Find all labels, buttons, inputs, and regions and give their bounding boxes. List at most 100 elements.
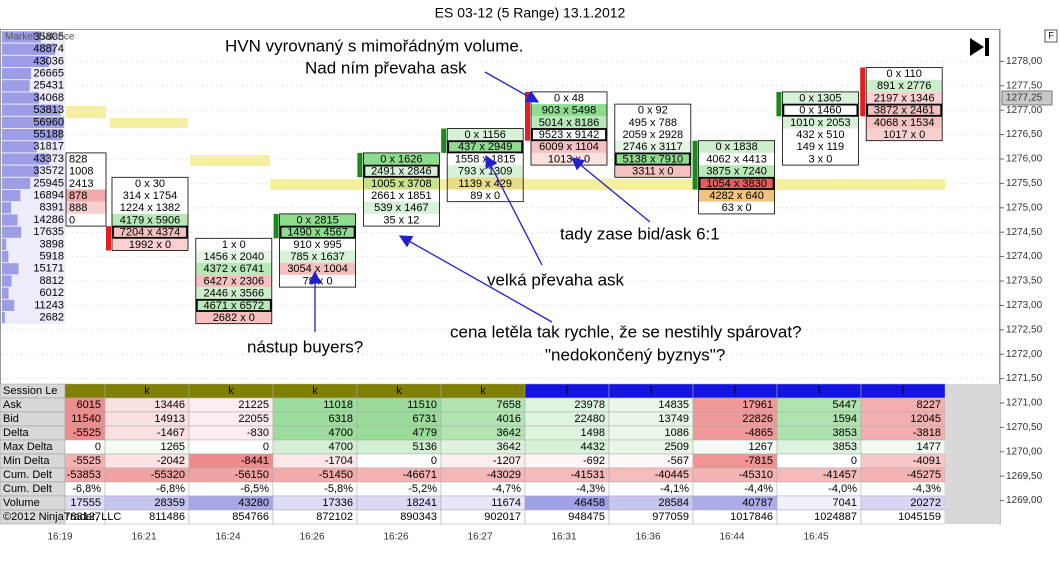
footprint-cell <box>614 116 691 129</box>
footprint-cell-text: 314 x 1754 <box>123 190 177 202</box>
annotation: "nedokončený byznys"? <box>545 345 725 364</box>
footprint-cell-text: 4179 x 5906 <box>120 214 181 226</box>
footprint-box <box>363 164 440 178</box>
annotation: nástup buyers? <box>247 337 363 356</box>
footprint-cell <box>195 238 272 251</box>
table-cell-text: -56150 <box>235 469 269 481</box>
footprint-cell <box>195 287 272 300</box>
table-cell-text: 890343 <box>400 511 437 523</box>
footprint-cell <box>866 67 943 80</box>
profile-bar <box>2 104 61 116</box>
footprint-cell-text: 793 x 1309 <box>458 166 512 178</box>
footprint-cell <box>66 189 106 202</box>
table-row-label: Cum. Delt <box>3 469 52 481</box>
profile-label: 3898 <box>40 238 64 250</box>
footprint-cell <box>698 177 775 190</box>
table-cell-text: 11674 <box>491 497 521 509</box>
time-label: 16:24 <box>215 532 240 543</box>
table-cell-text: l <box>650 385 652 397</box>
profile-label: 14286 <box>33 214 64 226</box>
play-icon[interactable] <box>970 38 989 56</box>
table-cell-text: -45275 <box>907 469 941 481</box>
table-cell-text: 22480 <box>574 413 605 425</box>
axis-tick-label: 1269,50 <box>1006 471 1043 482</box>
profile-label: 55188 <box>33 129 64 141</box>
axis-tick-label: 1278,00 <box>1006 56 1043 67</box>
table-cell-text: 17336 <box>322 497 353 509</box>
table-cell-text: 14913 <box>154 413 185 425</box>
profile-bar <box>2 263 19 275</box>
footprint-cell-text: 1013 x 0 <box>548 153 590 165</box>
footprint-cell-text: 1456 x 2040 <box>204 251 265 263</box>
table-cell-text: 3642 <box>497 441 521 453</box>
footprint-cell <box>363 189 440 202</box>
table-cell-text: -55320 <box>151 469 185 481</box>
table-cell <box>64 383 106 399</box>
profile-label: 25945 <box>33 177 64 189</box>
table-cell-text: -1207 <box>493 455 521 467</box>
footprint-cell <box>66 177 106 190</box>
profile-bg <box>1 30 65 324</box>
profile-label: 43036 <box>33 55 64 67</box>
axis-tick-label: 1272,50 <box>1006 324 1043 335</box>
footprint-cell-text: 5014 x 8186 <box>539 117 600 129</box>
table-cell-text: 2509 <box>665 441 689 453</box>
table-cell-text: -4,3% <box>576 483 605 495</box>
table-cell-text: 7658 <box>497 399 521 411</box>
footprint-cell-text: 79 x 0 <box>303 275 333 287</box>
table-cell-text: -41457 <box>823 469 857 481</box>
footprint-cell-text: 891 x 2776 <box>877 80 931 92</box>
footprint-box <box>698 176 775 190</box>
footprint-marker <box>525 91 530 141</box>
footprint-cell <box>866 116 943 129</box>
axis-tick-label: 1274,50 <box>1006 227 1043 238</box>
footprint-cell <box>112 201 188 214</box>
profile-label: 26665 <box>33 68 64 80</box>
profile-bar <box>2 92 40 104</box>
footprint-border <box>698 140 775 215</box>
footprint-cell <box>614 128 691 141</box>
footprint-box <box>531 128 607 142</box>
footprint-border <box>782 91 859 166</box>
axis-tick-label: 1275,00 <box>1006 202 1043 213</box>
table-cell-text: -40445 <box>655 469 689 481</box>
footprint-cell <box>782 116 859 129</box>
table-cell-text: -46671 <box>403 469 437 481</box>
footprint-cell <box>66 213 106 227</box>
time-label: 16:27 <box>467 532 492 543</box>
table-cell-text: -53853 <box>67 469 101 481</box>
footprint-border <box>614 103 692 178</box>
footprint-cell <box>279 226 356 239</box>
footprint-cell-text: 0 x 1626 <box>380 153 422 165</box>
f-button[interactable] <box>1044 29 1058 43</box>
footprint-cell-text: 149 x 119 <box>797 141 845 153</box>
footprint-cell-text: 0 x 1838 <box>715 141 757 153</box>
profile-bar <box>2 165 39 177</box>
footprint-cell-text: 5138 x 7910 <box>623 153 684 165</box>
profile-bar <box>2 226 22 238</box>
footprint-cell <box>698 140 775 153</box>
profile-label: 56960 <box>33 116 64 128</box>
profile-label: 8391 <box>40 202 64 214</box>
footprint-cell <box>112 189 188 202</box>
footprint-marker <box>776 91 782 117</box>
profile-bar <box>2 68 32 80</box>
axis-tick-label: 1271,50 <box>1006 373 1043 384</box>
footprint-cell <box>866 128 943 141</box>
footprint-cell-text: 9523 x 9142 <box>539 129 600 141</box>
footprint-cell-text: 1010 x 2053 <box>790 117 851 129</box>
profile-label: 5918 <box>40 251 64 263</box>
profile-bar <box>2 202 12 214</box>
footprint-cell <box>698 152 775 166</box>
footprint-marker <box>860 67 866 117</box>
footprint-cell-text: 2682 x 0 <box>213 312 255 324</box>
table-cell-text: k <box>144 385 150 397</box>
table-cell-text: 6015 <box>77 399 101 411</box>
table-row-label: Ask <box>3 399 22 411</box>
table-cell-text: -1704 <box>325 455 353 467</box>
footprint-cell-text: 7204 x 4374 <box>120 227 181 239</box>
footprint-cell <box>782 91 859 105</box>
